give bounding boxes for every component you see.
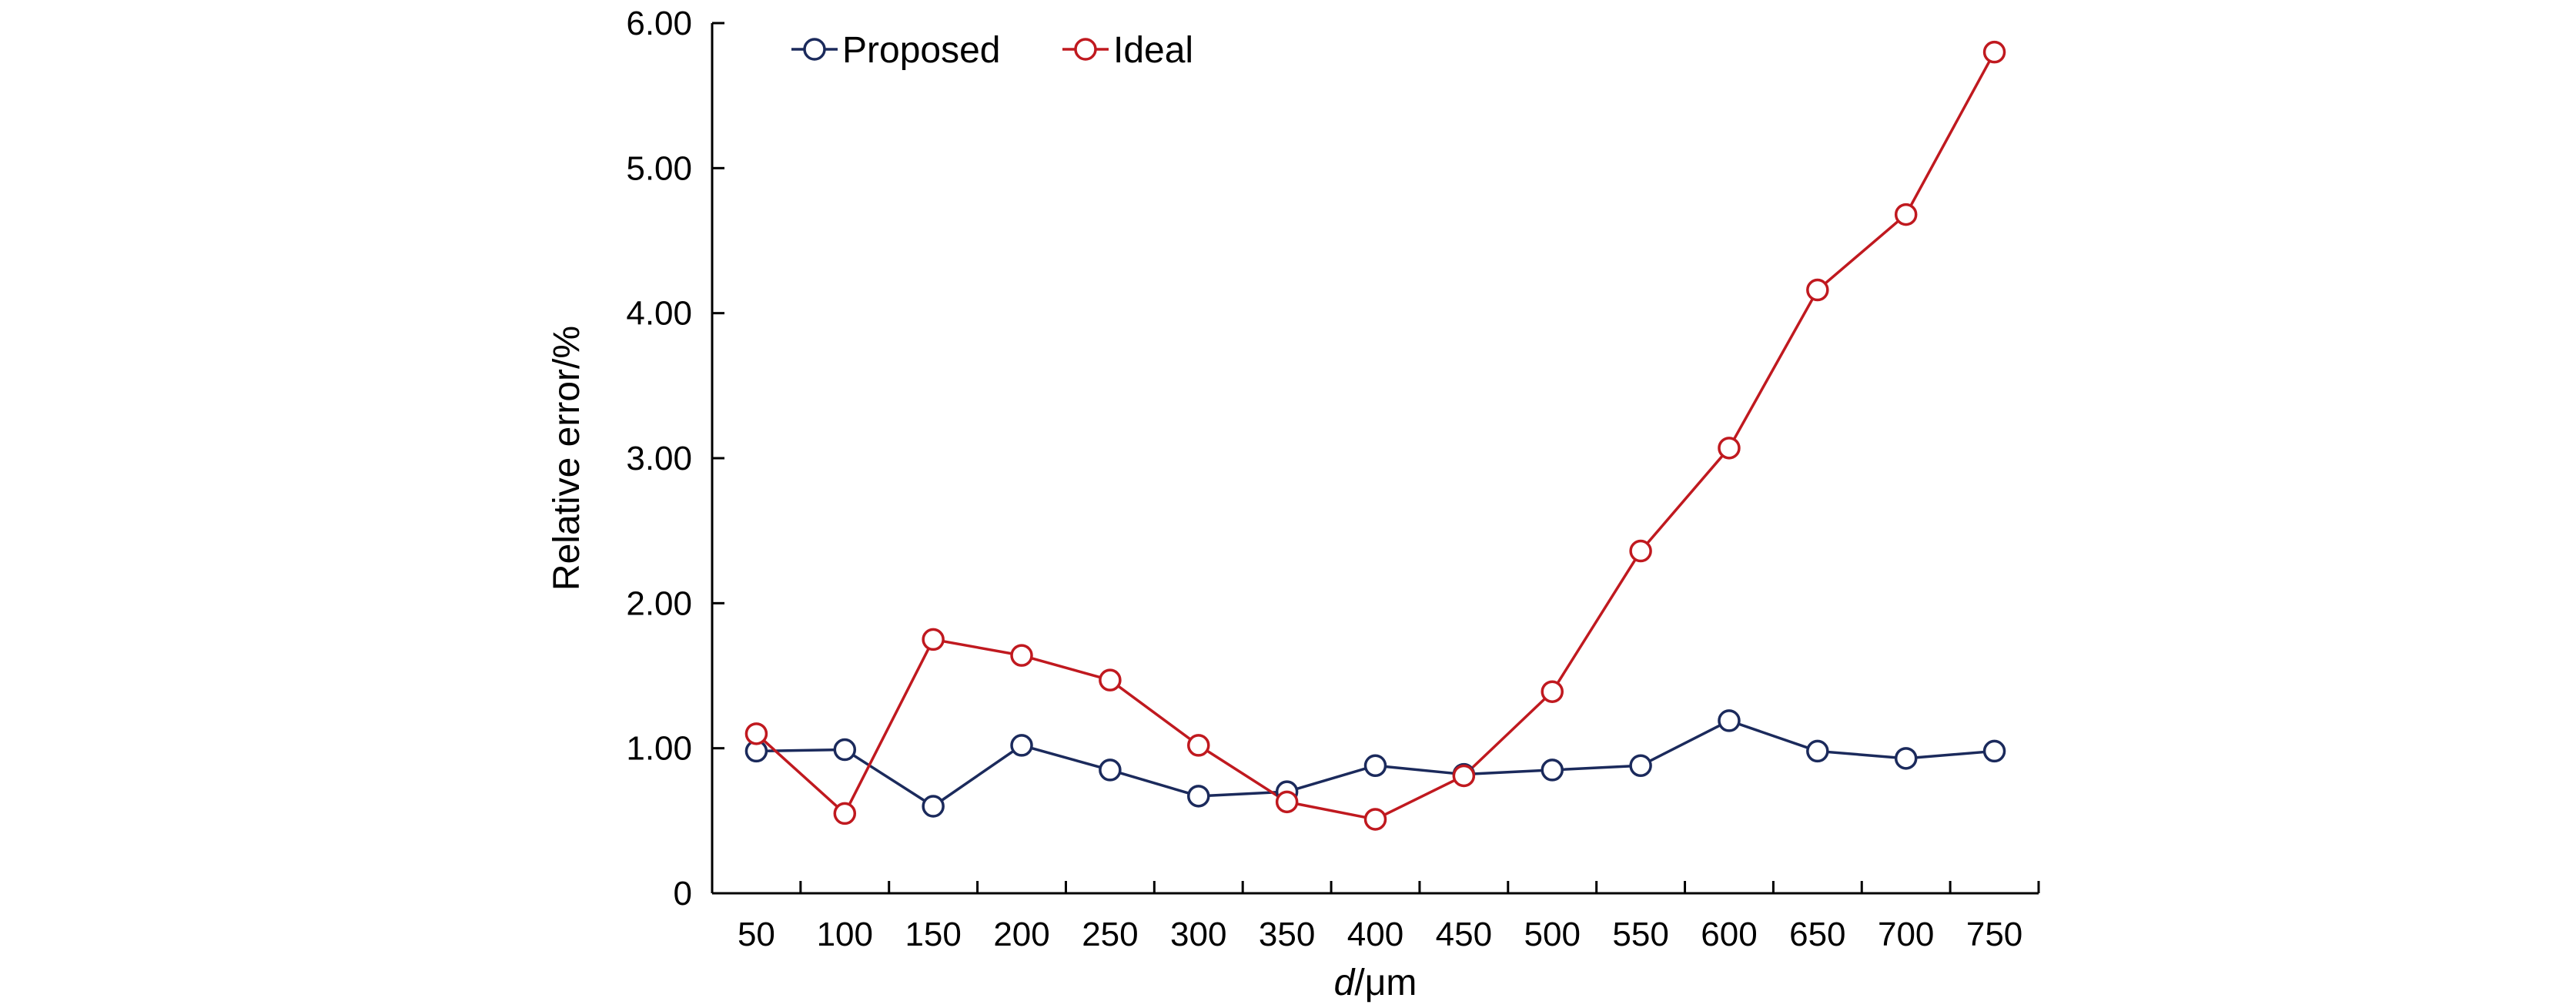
x-axis-title-symbol: d xyxy=(1334,963,1356,1003)
data-point-proposed xyxy=(1982,739,2006,763)
x-tick-label: 100 xyxy=(817,916,873,953)
legend-marker xyxy=(1074,38,1097,61)
data-point-ideal xyxy=(1629,539,1652,563)
x-tick-label: 750 xyxy=(1966,916,2022,953)
data-point-ideal xyxy=(1099,668,1122,692)
data-point-proposed xyxy=(833,738,857,762)
legend-label-ideal: Ideal xyxy=(1113,30,1193,71)
x-tick-label: 500 xyxy=(1524,916,1581,953)
x-tick-label: 650 xyxy=(1789,916,1845,953)
legend-label-proposed: Proposed xyxy=(842,30,1000,71)
x-tick-label: 250 xyxy=(1082,916,1138,953)
x-tick-label: 550 xyxy=(1612,916,1668,953)
y-axis-title: Relative error/% xyxy=(547,326,587,591)
x-tick-label: 450 xyxy=(1436,916,1492,953)
x-tick-label: 700 xyxy=(1878,916,1934,953)
data-point-proposed xyxy=(1187,785,1210,808)
data-point-proposed xyxy=(922,795,945,818)
data-point-ideal xyxy=(1806,278,1829,302)
x-tick-label: 50 xyxy=(738,916,775,953)
data-point-proposed xyxy=(1541,759,1564,782)
y-tick-label: 6.00 xyxy=(626,5,692,42)
data-point-ideal xyxy=(1010,644,1033,667)
data-point-ideal xyxy=(922,628,945,651)
data-point-ideal xyxy=(1982,40,2006,64)
y-tick-label: 0 xyxy=(674,875,692,913)
x-axis-title: d/μm xyxy=(1334,963,1417,1003)
legend-marker xyxy=(803,38,826,61)
data-point-proposed xyxy=(1629,754,1652,778)
y-tick-label: 2.00 xyxy=(626,584,692,622)
axes: 0 1.00 2.00 3.00 4.00 5.00 6.00 50 100 150 200 250 3… xyxy=(626,5,2040,953)
y-tick-label: 5.00 xyxy=(626,149,692,187)
x-tick-label: 200 xyxy=(993,916,1049,953)
x-tick-label: 600 xyxy=(1701,916,1757,953)
y-tick-label: 4.00 xyxy=(626,295,692,333)
data-point-ideal xyxy=(1275,790,1299,814)
x-tick-label: 300 xyxy=(1170,916,1226,953)
data-point-ideal xyxy=(1187,734,1210,757)
data-point-proposed xyxy=(1099,759,1122,782)
data-point-ideal xyxy=(1363,808,1387,831)
data-point-proposed xyxy=(1363,754,1387,778)
x-tick-label: 150 xyxy=(905,916,961,953)
data-point-proposed xyxy=(1894,747,1918,770)
x-tick-label: 400 xyxy=(1347,916,1403,953)
data-point-ideal xyxy=(1894,203,1918,226)
data-point-ideal xyxy=(1718,437,1741,460)
legend: Proposed Ideal xyxy=(791,30,1193,71)
y-tick-label: 3.00 xyxy=(626,440,692,477)
y-tick-label: 1.00 xyxy=(626,730,692,768)
x-tick-label: 350 xyxy=(1259,916,1315,953)
x-axis-title-unit: /μm xyxy=(1354,963,1417,1003)
data-point-proposed xyxy=(1718,709,1741,732)
data-point-ideal xyxy=(1541,680,1564,703)
data-point-ideal xyxy=(833,802,857,825)
series-line-ideal xyxy=(755,51,1996,821)
series-layer xyxy=(744,40,2006,831)
data-point-ideal xyxy=(744,722,768,745)
data-point-ideal xyxy=(1452,764,1476,788)
data-point-proposed xyxy=(1806,739,1829,763)
data-point-proposed xyxy=(1010,734,1033,757)
